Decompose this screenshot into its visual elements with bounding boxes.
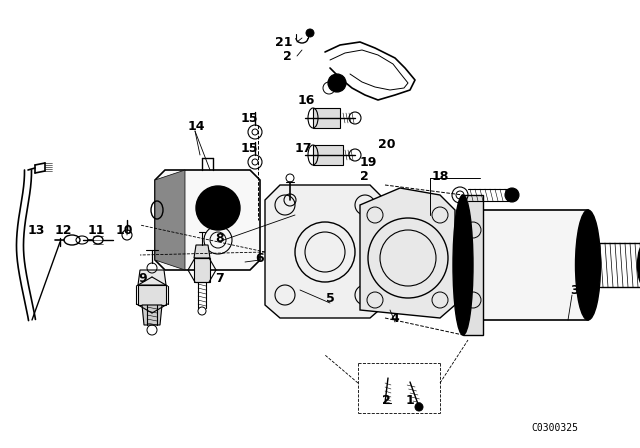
Text: 20: 20 bbox=[378, 138, 396, 151]
Text: 15: 15 bbox=[241, 112, 259, 125]
Text: 2: 2 bbox=[284, 49, 292, 63]
Text: 8: 8 bbox=[215, 232, 223, 245]
Text: 5: 5 bbox=[326, 292, 335, 305]
Polygon shape bbox=[155, 170, 260, 270]
Text: 17: 17 bbox=[295, 142, 312, 155]
Circle shape bbox=[210, 200, 226, 216]
Text: 3: 3 bbox=[570, 284, 579, 297]
Text: 6: 6 bbox=[255, 251, 264, 264]
Text: 11: 11 bbox=[88, 224, 106, 237]
Polygon shape bbox=[138, 285, 166, 305]
Polygon shape bbox=[155, 170, 185, 270]
Polygon shape bbox=[463, 195, 483, 335]
Circle shape bbox=[306, 29, 314, 37]
Polygon shape bbox=[138, 270, 166, 285]
Circle shape bbox=[505, 188, 519, 202]
Polygon shape bbox=[194, 258, 210, 282]
Circle shape bbox=[202, 192, 234, 224]
Text: 9: 9 bbox=[138, 271, 147, 284]
Polygon shape bbox=[142, 305, 162, 325]
Text: 1: 1 bbox=[406, 393, 415, 406]
Circle shape bbox=[196, 186, 240, 230]
Text: 10: 10 bbox=[116, 224, 134, 237]
Text: 18: 18 bbox=[432, 171, 449, 184]
Text: 4: 4 bbox=[390, 311, 399, 324]
Polygon shape bbox=[194, 245, 210, 258]
Polygon shape bbox=[360, 188, 455, 318]
Text: 19: 19 bbox=[360, 156, 378, 169]
Text: 7: 7 bbox=[215, 271, 224, 284]
Ellipse shape bbox=[453, 195, 473, 335]
Text: 15: 15 bbox=[241, 142, 259, 155]
Polygon shape bbox=[265, 185, 385, 318]
Text: 14: 14 bbox=[188, 120, 205, 133]
Ellipse shape bbox=[637, 243, 640, 287]
Polygon shape bbox=[313, 108, 340, 128]
Circle shape bbox=[415, 403, 423, 411]
Bar bbox=[468, 210, 588, 320]
Circle shape bbox=[328, 74, 346, 92]
Text: 16: 16 bbox=[298, 94, 316, 107]
Text: C0300325: C0300325 bbox=[531, 423, 579, 433]
Text: 2: 2 bbox=[360, 171, 369, 184]
Polygon shape bbox=[313, 145, 343, 165]
Text: 2: 2 bbox=[382, 393, 391, 406]
Text: 12: 12 bbox=[55, 224, 72, 237]
Text: 13: 13 bbox=[28, 224, 45, 237]
Ellipse shape bbox=[575, 210, 600, 320]
Text: 21: 21 bbox=[275, 35, 292, 48]
